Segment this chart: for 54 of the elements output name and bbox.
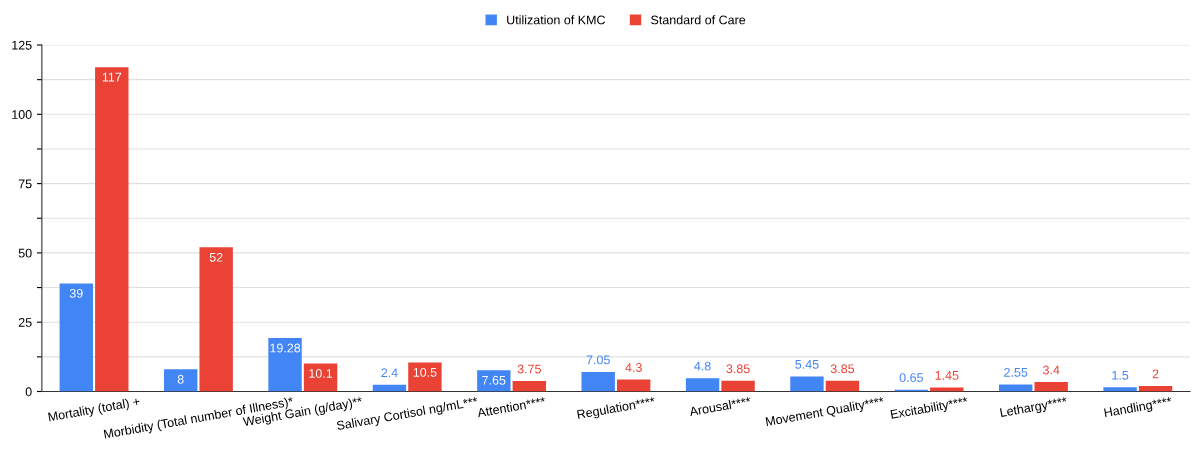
x-tick-label: Arousal****	[688, 396, 752, 417]
data-label: 4.8	[694, 361, 711, 371]
bar	[95, 67, 129, 392]
bar	[790, 376, 824, 392]
x-tick-label: Mortality (total) +	[48, 396, 141, 424]
data-label: 3.4	[1042, 365, 1060, 375]
data-label: 39	[69, 288, 83, 298]
data-label: 117	[102, 72, 122, 82]
x-tick-label: Handling****	[1103, 396, 1173, 420]
bar	[999, 384, 1033, 392]
data-label: 1.5	[1112, 370, 1129, 380]
data-label: 52	[209, 252, 223, 262]
bar	[477, 370, 511, 392]
bar	[199, 247, 233, 392]
bar	[59, 283, 94, 392]
y-tick-label: 75	[18, 179, 32, 189]
data-label: 1.45	[935, 371, 959, 380]
y-tick-label: 100	[12, 110, 32, 119]
data-label: 3.85	[830, 364, 855, 374]
y-tick-label: 125	[12, 40, 32, 50]
data-label: 5.45	[795, 360, 819, 369]
data-label: 7.05	[586, 355, 610, 365]
bar	[268, 338, 302, 392]
y-tick-label: 50	[18, 248, 32, 258]
data-label: 2	[1152, 369, 1159, 379]
data-label: 8	[177, 374, 184, 384]
data-label: 7.65	[482, 375, 506, 385]
bar	[163, 369, 198, 392]
bar	[825, 380, 860, 392]
data-label: 19.28	[270, 343, 301, 353]
bar	[512, 381, 547, 392]
x-tick-label: Movement Quality****	[765, 396, 885, 429]
data-label: 0.65	[899, 373, 923, 383]
x-tick-label: Attention****	[476, 396, 546, 418]
data-label: 2.55	[1004, 367, 1028, 377]
data-label: 10.1	[309, 369, 333, 378]
bar	[616, 379, 651, 392]
data-label: 3.75	[517, 364, 541, 374]
bar	[930, 387, 964, 392]
data-label: 4.3	[625, 363, 642, 372]
bar	[1034, 382, 1068, 392]
y-tick-label: 25	[18, 318, 32, 327]
legend-label: Standard of Care	[651, 15, 746, 25]
data-label: 3.85	[726, 364, 750, 374]
bar	[685, 378, 720, 392]
bar	[1103, 387, 1137, 392]
y-tick-label: 0	[25, 387, 32, 397]
data-label: 2.4	[381, 368, 398, 378]
legend-label: Utilization of KMC	[507, 15, 606, 25]
bar	[721, 380, 755, 392]
x-tick-label: Lethargy****	[999, 396, 1068, 420]
bar	[581, 371, 615, 392]
data-label: 10.5	[413, 367, 437, 377]
bar	[408, 362, 442, 392]
